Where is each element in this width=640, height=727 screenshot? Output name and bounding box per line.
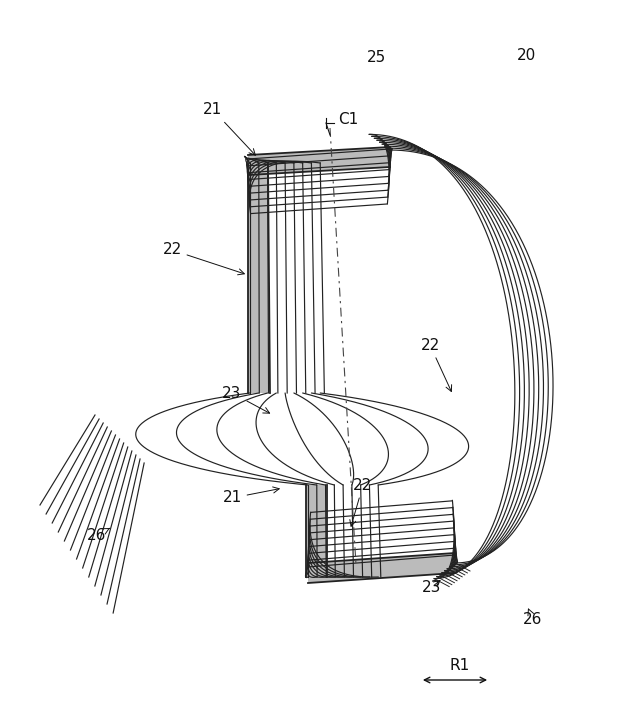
- Text: 21: 21: [222, 487, 279, 505]
- Text: 26: 26: [524, 609, 543, 627]
- Text: 25: 25: [367, 49, 387, 65]
- Text: 23: 23: [222, 385, 269, 413]
- Text: 22: 22: [163, 243, 244, 275]
- Polygon shape: [306, 485, 327, 577]
- Text: C1: C1: [338, 113, 358, 127]
- Text: 21: 21: [204, 103, 255, 155]
- Text: R1: R1: [450, 657, 470, 672]
- Text: 22: 22: [420, 337, 452, 392]
- Polygon shape: [248, 147, 390, 175]
- Polygon shape: [308, 553, 455, 583]
- Text: 26: 26: [87, 528, 109, 542]
- Text: 20: 20: [517, 47, 536, 63]
- Text: 22: 22: [350, 478, 372, 526]
- Polygon shape: [248, 163, 270, 393]
- Text: 23: 23: [422, 579, 442, 595]
